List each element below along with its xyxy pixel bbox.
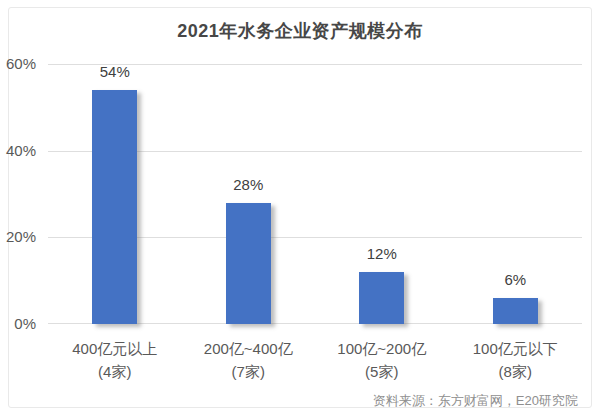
x-axis: 400亿元以上(4家)200亿~400亿(7家)100亿~200亿(5家)100… (48, 337, 582, 385)
chart-root: 2021年水务企业资产规模分布 0%20%40%60% 54%28%12%6% … (0, 0, 600, 417)
bar (493, 298, 538, 324)
bar (92, 90, 137, 324)
x-category-range: 100亿~200亿 (316, 337, 448, 360)
bar (359, 272, 404, 324)
source-note: 资料来源：东方财富网，E20研究院 (373, 392, 578, 410)
y-axis: 0%20%40%60% (0, 64, 40, 324)
x-category-label: 100亿~200亿(5家) (316, 337, 448, 383)
bar-value-label: 6% (475, 271, 555, 288)
bar-value-label: 28% (208, 176, 288, 193)
x-category-label: 400亿元以上(4家) (49, 337, 181, 383)
bar-value-label: 12% (342, 245, 422, 262)
x-category-label: 100亿元以下(8家) (449, 337, 581, 383)
bar-value-label: 54% (75, 63, 155, 80)
x-category-count: (8家) (449, 360, 581, 383)
x-category-range: 400亿元以上 (49, 337, 181, 360)
x-category-count: (7家) (182, 360, 314, 383)
x-category-label: 200亿~400亿(7家) (182, 337, 314, 383)
y-tick-label: 60% (0, 55, 36, 73)
x-category-count: (4家) (49, 360, 181, 383)
plot-area: 54% 28% 12% 6% (48, 64, 582, 324)
x-category-range: 200亿~400亿 (182, 337, 314, 360)
bar (226, 203, 271, 324)
x-category-range: 100亿元以下 (449, 337, 581, 360)
y-tick-label: 40% (0, 142, 36, 160)
y-tick-label: 0% (0, 315, 36, 333)
y-tick-label: 20% (0, 228, 36, 246)
chart-title: 2021年水务企业资产规模分布 (0, 19, 600, 43)
x-category-count: (5家) (316, 360, 448, 383)
